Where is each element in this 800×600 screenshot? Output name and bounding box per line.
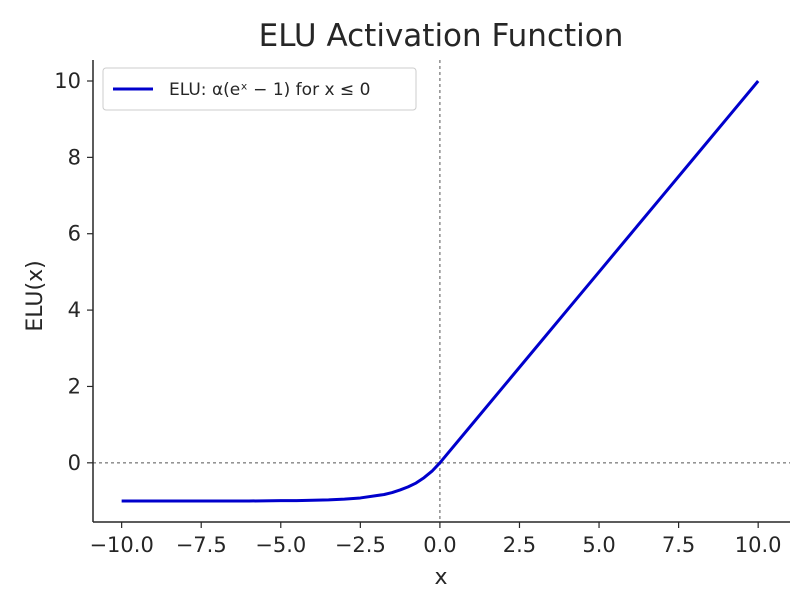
legend-box xyxy=(102,67,417,111)
x-tick-label: −7.5 xyxy=(176,533,227,557)
series-line-0 xyxy=(121,80,760,503)
x-tick-label: −5.0 xyxy=(255,533,306,557)
x-tick-label: 7.5 xyxy=(662,533,695,557)
legend-label: ELU: α(eˣ − 1) for x ≤ 0 xyxy=(169,80,370,100)
x-tick-label: 2.5 xyxy=(503,533,536,557)
y-tick-label: 10 xyxy=(54,69,81,93)
x-axis-ticks: −10.0 −7.5 −5.0 −2.5 0.0 2.5 5.0 7.5 10.0 xyxy=(89,522,782,557)
y-axis-label: ELU(x) xyxy=(23,260,48,331)
axes xyxy=(92,60,790,523)
x-tick-label: −2.5 xyxy=(335,533,386,557)
x-tick-label: 5.0 xyxy=(582,533,615,557)
y-tick-label: 6 xyxy=(68,222,81,246)
x-tick-label: 0.0 xyxy=(423,533,456,557)
x-axis-label: x xyxy=(434,565,447,590)
chart-title: ELU Activation Function xyxy=(259,18,624,54)
y-tick-label: 8 xyxy=(68,145,81,169)
x-tick-label: −10.0 xyxy=(89,533,153,557)
series-layer xyxy=(121,80,760,503)
x-tick-label: 10.0 xyxy=(735,533,782,557)
legend: ELU: α(eˣ − 1) for x ≤ 0 xyxy=(102,67,417,111)
y-tick-label: 4 xyxy=(68,298,81,322)
y-tick-label: 0 xyxy=(68,451,81,475)
y-tick-label: 2 xyxy=(68,374,81,398)
reference-lines xyxy=(93,60,790,522)
y-axis-ticks: 0 2 4 6 8 10 xyxy=(54,69,93,475)
